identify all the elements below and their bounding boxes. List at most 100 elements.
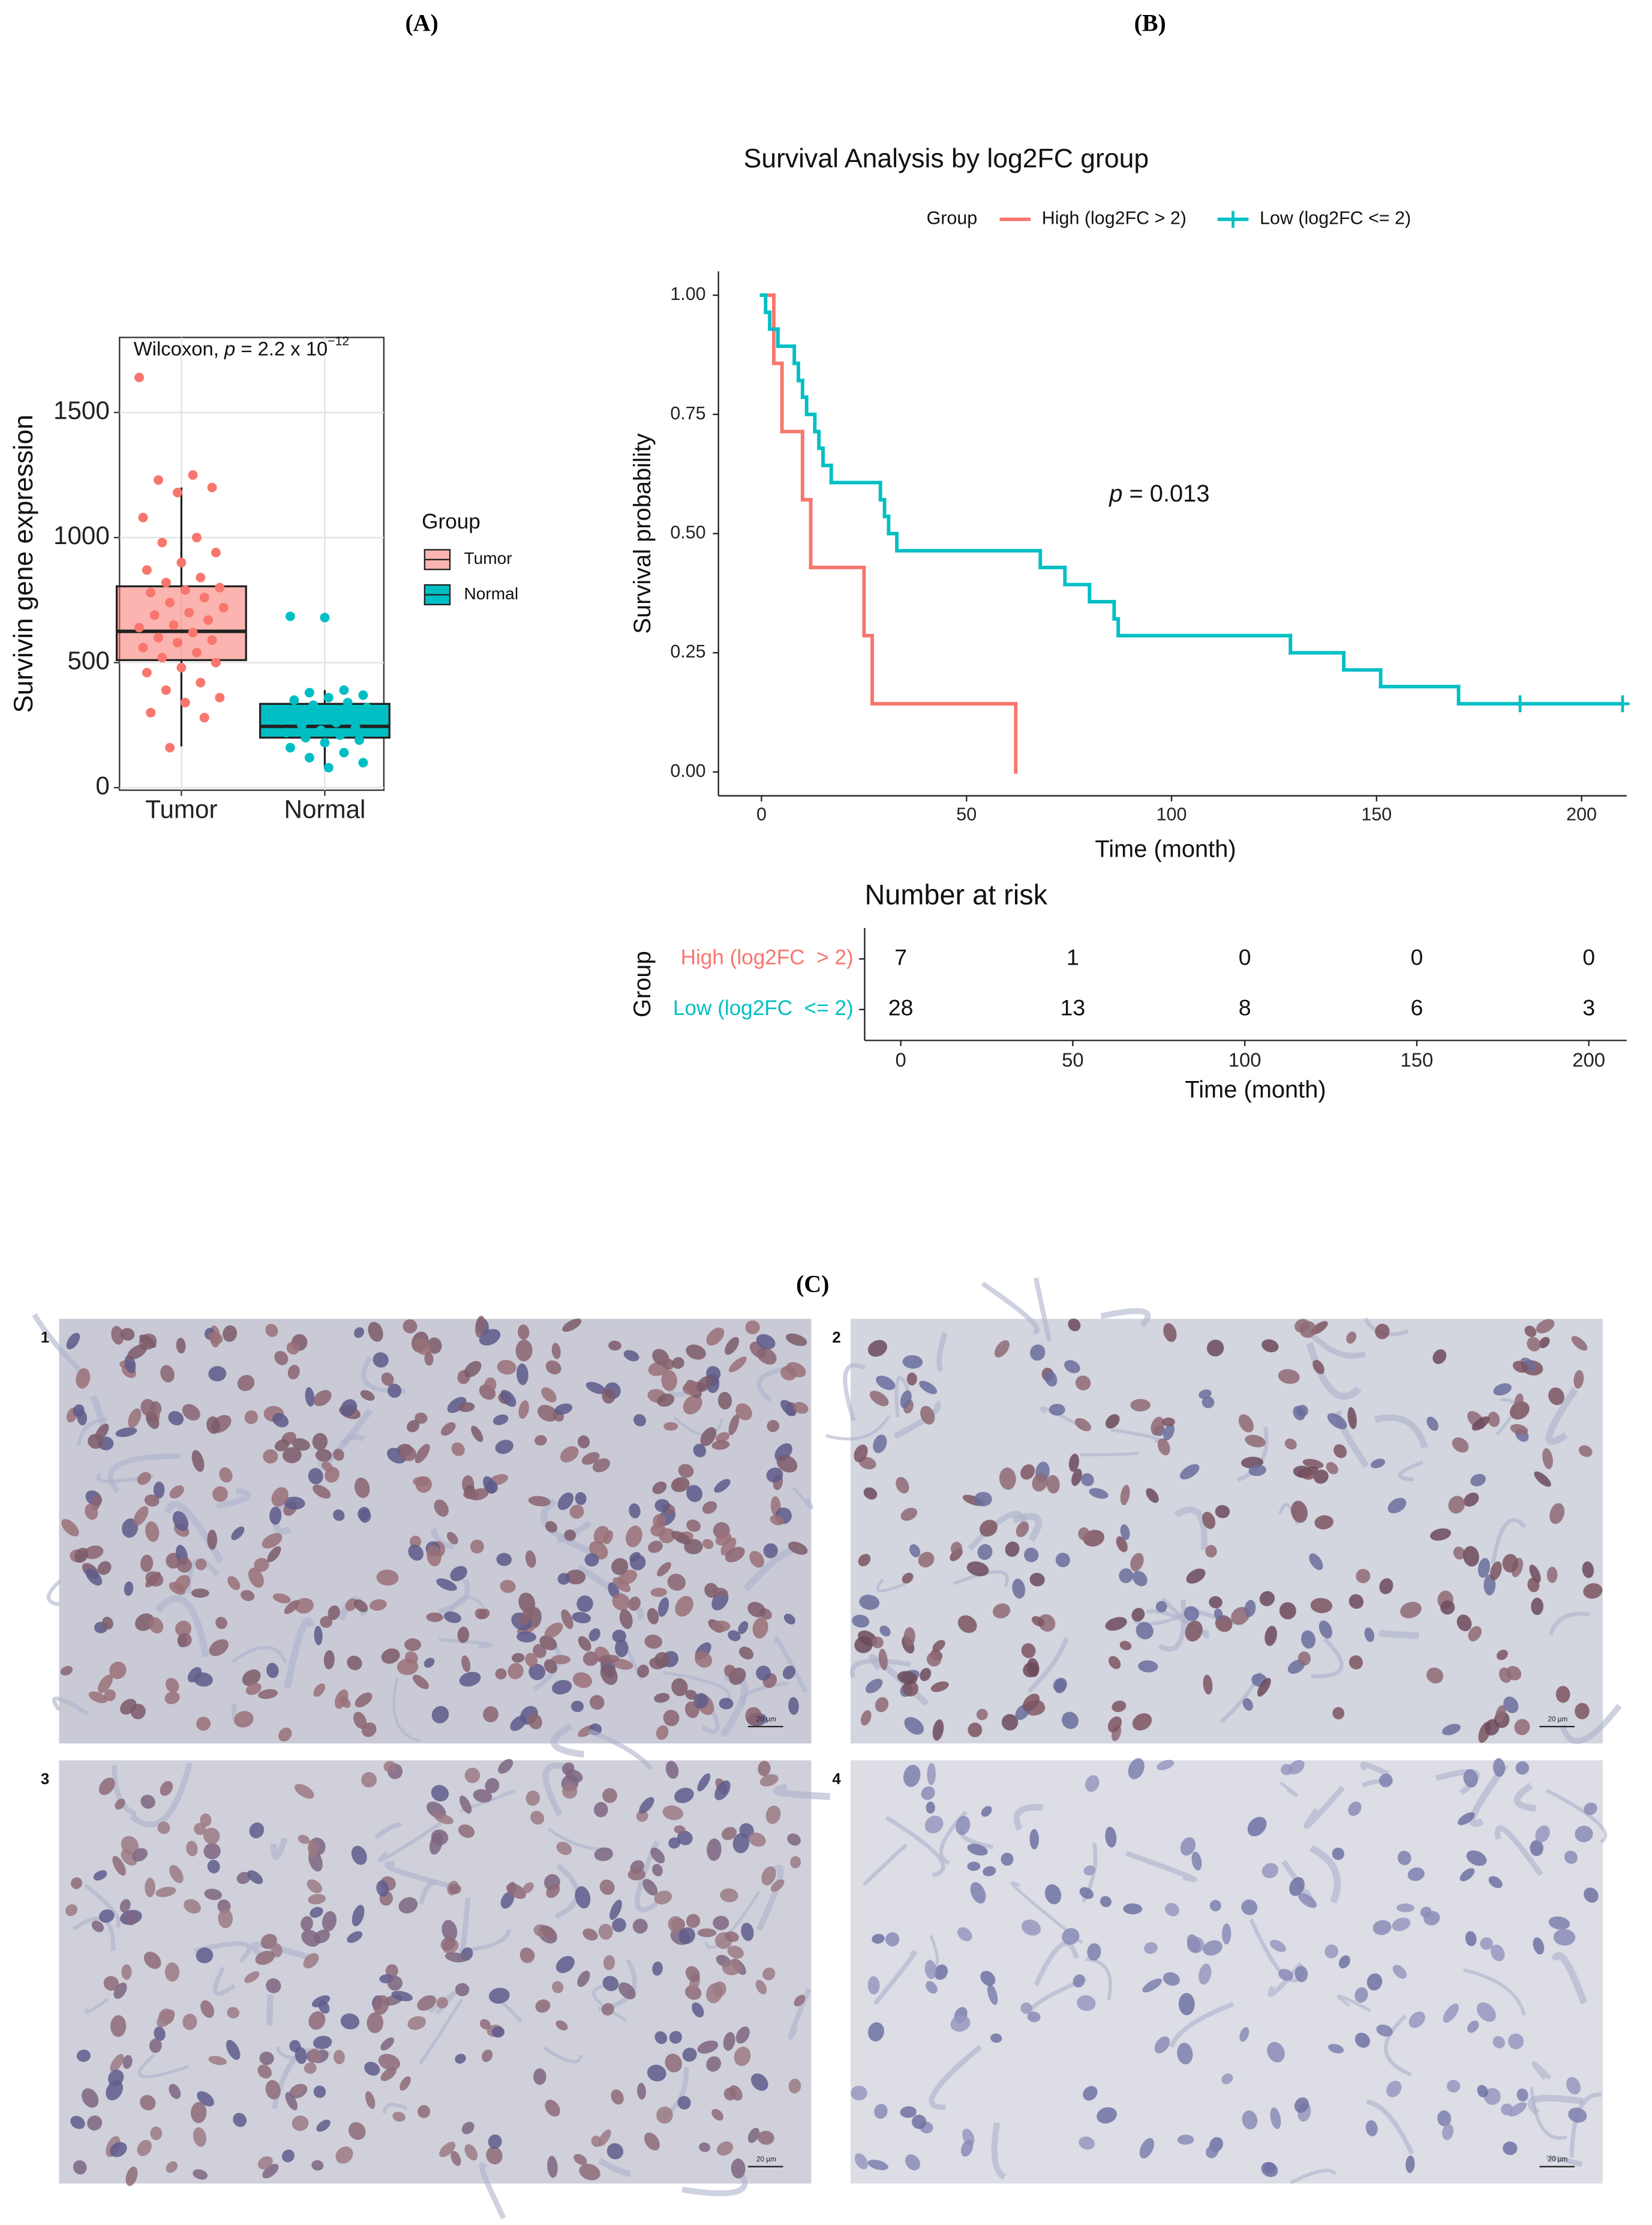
nucleus [1138,1660,1158,1672]
nucleus [301,1916,313,1932]
nucleus [97,1561,112,1575]
nucleus [719,1698,734,1710]
nucleus [1443,2004,1459,2023]
nucleus [197,2091,214,2107]
nucleus [702,1501,717,1514]
nucleus [654,1499,670,1512]
nucleus [1514,1719,1530,1735]
stroma-fiber [479,2162,506,2220]
data-point [323,762,334,773]
nucleus [782,1665,796,1680]
nucleus [93,1870,107,1881]
data-point [358,758,368,768]
data-point [281,728,292,738]
nucleus [414,1412,428,1424]
nucleus [164,1691,180,1704]
data-point [142,565,152,575]
nucleus [414,1443,430,1464]
nucleus [137,1472,151,1485]
nucleus [717,2141,734,2156]
stroma-fiber [756,1864,784,1931]
y-tick-label: 500 [67,647,109,675]
panel-label: (A) [406,9,438,36]
nucleus [353,1599,368,1613]
nucleus [693,1693,708,1708]
nucleus [678,1927,695,1944]
nucleus [367,2012,383,2034]
nucleus [900,2106,917,2118]
nucleus [619,1609,633,1629]
nucleus [227,1576,241,1590]
chart-title: Survival Analysis by log2FC group [744,144,1149,173]
stroma-fiber [459,1789,516,1813]
nucleus [612,1918,626,1932]
nucleus [556,1842,572,1855]
nucleus [272,1413,289,1428]
nucleus [1083,2086,1098,2101]
nucleus [1542,1448,1553,1469]
stroma-fiber [266,1994,273,2026]
nucleus [611,2089,624,2105]
nucleus [265,2080,281,2100]
nucleus [976,1708,988,1720]
stroma-fiber [1169,2001,1235,2048]
nucleus [1463,1769,1478,1788]
nucleus [1016,1521,1029,1538]
nucleus [104,1689,116,1701]
stroma-fiber [1034,1941,1079,1986]
micrograph-number: 1 [41,1329,49,1346]
nucleus [286,1341,300,1355]
nucleus [650,1847,665,1864]
nucleus [426,1545,441,1567]
nucleus [667,1574,686,1591]
nucleus [602,1788,617,1803]
stroma-fiber [936,1332,948,1373]
stroma-fiber [1531,2061,1552,2080]
nucleus [231,1526,245,1541]
nucleus [99,1909,115,1923]
nucleus [1247,1816,1267,1837]
data-point [169,620,179,630]
nucleus [226,2040,241,2060]
nucleus [124,1912,138,1926]
nucleus [686,1914,701,1928]
nucleus [1379,1773,1393,1788]
nucleus [763,1543,778,1559]
nucleus [637,1664,649,1678]
nucleus [88,1691,107,1704]
stroma-fiber [383,2103,408,2114]
nucleus [900,1390,912,1409]
nucleus [1356,1569,1371,1584]
nucleus [1203,1940,1223,1956]
nucleus [434,1499,449,1517]
nucleus [851,2085,867,2101]
nucleus [606,2143,624,2160]
nucleus [102,1616,113,1630]
stroma-fiber [1551,1952,1588,2005]
nucleus [671,1678,688,1696]
nucleus [706,1327,725,1346]
nucleus [648,1541,663,1553]
nucleus [112,1855,126,1876]
row-label: High (log2FC > 2) [681,946,854,969]
nucleus [950,2015,971,2032]
nucleus [918,1551,935,1568]
nucleus [725,1547,745,1563]
nucleus [1299,1321,1317,1338]
nucleus [584,1553,599,1567]
nucleus [924,1960,937,1980]
nucleus [486,2146,503,2164]
nucleus [1144,1942,1158,1954]
nucleus [149,2038,162,2053]
nucleus [1529,1565,1541,1583]
risk-count: 0 [1582,944,1595,969]
y-axis-label: Survivin gene expression [9,415,38,713]
stroma-fiber [32,1313,89,1379]
nucleus [219,1467,233,1483]
nucleus [1515,1761,1530,1775]
nucleus [500,1891,515,1909]
nucleus [308,2011,326,2030]
data-point [285,743,295,753]
nucleus [1020,2002,1032,2014]
nucleus [1128,1758,1145,1779]
